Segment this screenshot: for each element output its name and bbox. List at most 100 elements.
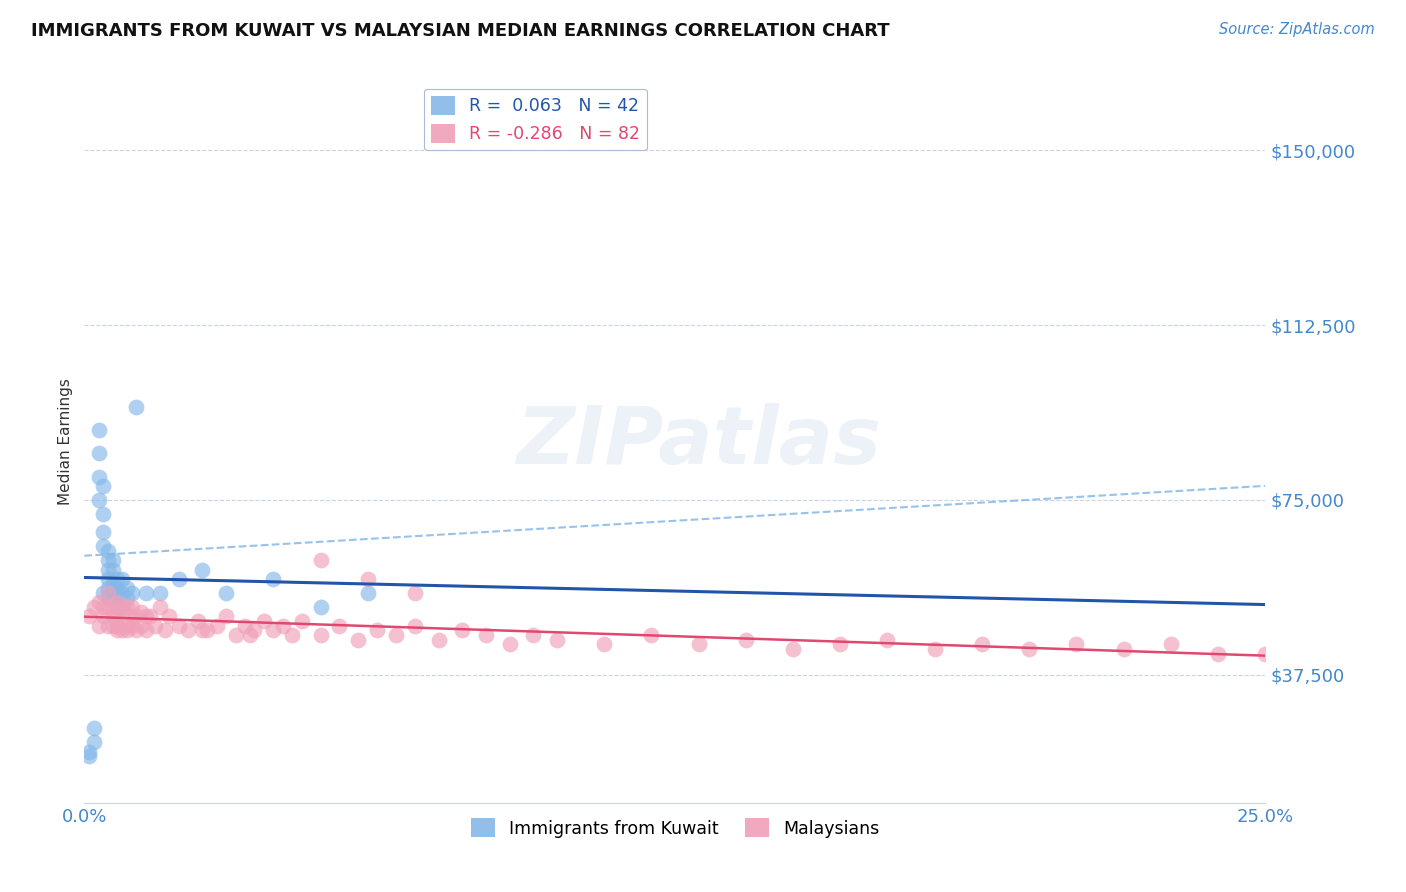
Point — [97, 582, 120, 596]
Point — [640, 628, 662, 642]
Point — [546, 632, 568, 647]
Point — [87, 492, 110, 507]
Point — [187, 614, 209, 628]
Point — [291, 614, 314, 628]
Point — [139, 609, 162, 624]
Point — [522, 628, 544, 642]
Y-axis label: Median Earnings: Median Earnings — [58, 378, 73, 505]
Point — [129, 618, 152, 632]
Point — [115, 624, 138, 638]
Point — [97, 544, 120, 558]
Point — [83, 600, 105, 615]
Point — [366, 624, 388, 638]
Point — [167, 618, 190, 632]
Point — [233, 618, 256, 632]
Point — [309, 600, 332, 615]
Point — [924, 642, 946, 657]
Point — [121, 586, 143, 600]
Point — [225, 628, 247, 642]
Point — [1018, 642, 1040, 657]
Point — [129, 605, 152, 619]
Point — [97, 618, 120, 632]
Point — [195, 624, 218, 638]
Point — [97, 563, 120, 577]
Point — [328, 618, 350, 632]
Point — [149, 586, 172, 600]
Point — [262, 572, 284, 586]
Point — [87, 423, 110, 437]
Point — [135, 586, 157, 600]
Point — [107, 582, 129, 596]
Point — [734, 632, 756, 647]
Point — [347, 632, 370, 647]
Point — [1066, 637, 1088, 651]
Point — [135, 609, 157, 624]
Point — [87, 595, 110, 609]
Point — [782, 642, 804, 657]
Point — [115, 591, 138, 605]
Text: IMMIGRANTS FROM KUWAIT VS MALAYSIAN MEDIAN EARNINGS CORRELATION CHART: IMMIGRANTS FROM KUWAIT VS MALAYSIAN MEDI… — [31, 22, 890, 40]
Point — [111, 600, 134, 615]
Point — [385, 628, 408, 642]
Point — [87, 469, 110, 483]
Point — [91, 609, 114, 624]
Point — [101, 553, 124, 567]
Point — [107, 618, 129, 632]
Point — [475, 628, 498, 642]
Legend: Immigrants from Kuwait, Malaysians: Immigrants from Kuwait, Malaysians — [464, 812, 886, 845]
Point — [404, 586, 426, 600]
Point — [239, 628, 262, 642]
Point — [205, 618, 228, 632]
Point — [593, 637, 616, 651]
Point — [97, 600, 120, 615]
Point — [101, 586, 124, 600]
Point — [135, 624, 157, 638]
Point — [87, 618, 110, 632]
Point — [111, 572, 134, 586]
Point — [149, 600, 172, 615]
Point — [271, 618, 294, 632]
Point — [357, 572, 380, 586]
Point — [191, 563, 214, 577]
Point — [125, 400, 148, 414]
Point — [111, 600, 134, 615]
Point — [83, 735, 105, 749]
Point — [107, 595, 129, 609]
Point — [427, 632, 450, 647]
Point — [107, 600, 129, 615]
Point — [121, 618, 143, 632]
Point — [243, 624, 266, 638]
Point — [262, 624, 284, 638]
Point — [91, 525, 114, 540]
Point — [111, 624, 134, 638]
Point — [309, 628, 332, 642]
Point — [77, 749, 100, 764]
Point — [107, 572, 129, 586]
Point — [1160, 637, 1182, 651]
Point — [125, 624, 148, 638]
Point — [1112, 642, 1135, 657]
Point — [97, 572, 120, 586]
Point — [115, 600, 138, 615]
Point — [157, 609, 180, 624]
Point — [107, 624, 129, 638]
Point — [91, 479, 114, 493]
Point — [143, 618, 166, 632]
Point — [451, 624, 474, 638]
Point — [97, 553, 120, 567]
Text: ZIPatlas: ZIPatlas — [516, 402, 882, 481]
Point — [970, 637, 993, 651]
Point — [215, 609, 238, 624]
Point — [83, 721, 105, 735]
Point — [125, 609, 148, 624]
Point — [97, 591, 120, 605]
Point — [498, 637, 520, 651]
Point — [107, 586, 129, 600]
Point — [87, 446, 110, 460]
Point — [357, 586, 380, 600]
Point — [91, 507, 114, 521]
Point — [167, 572, 190, 586]
Point — [101, 609, 124, 624]
Point — [77, 745, 100, 759]
Point — [153, 624, 176, 638]
